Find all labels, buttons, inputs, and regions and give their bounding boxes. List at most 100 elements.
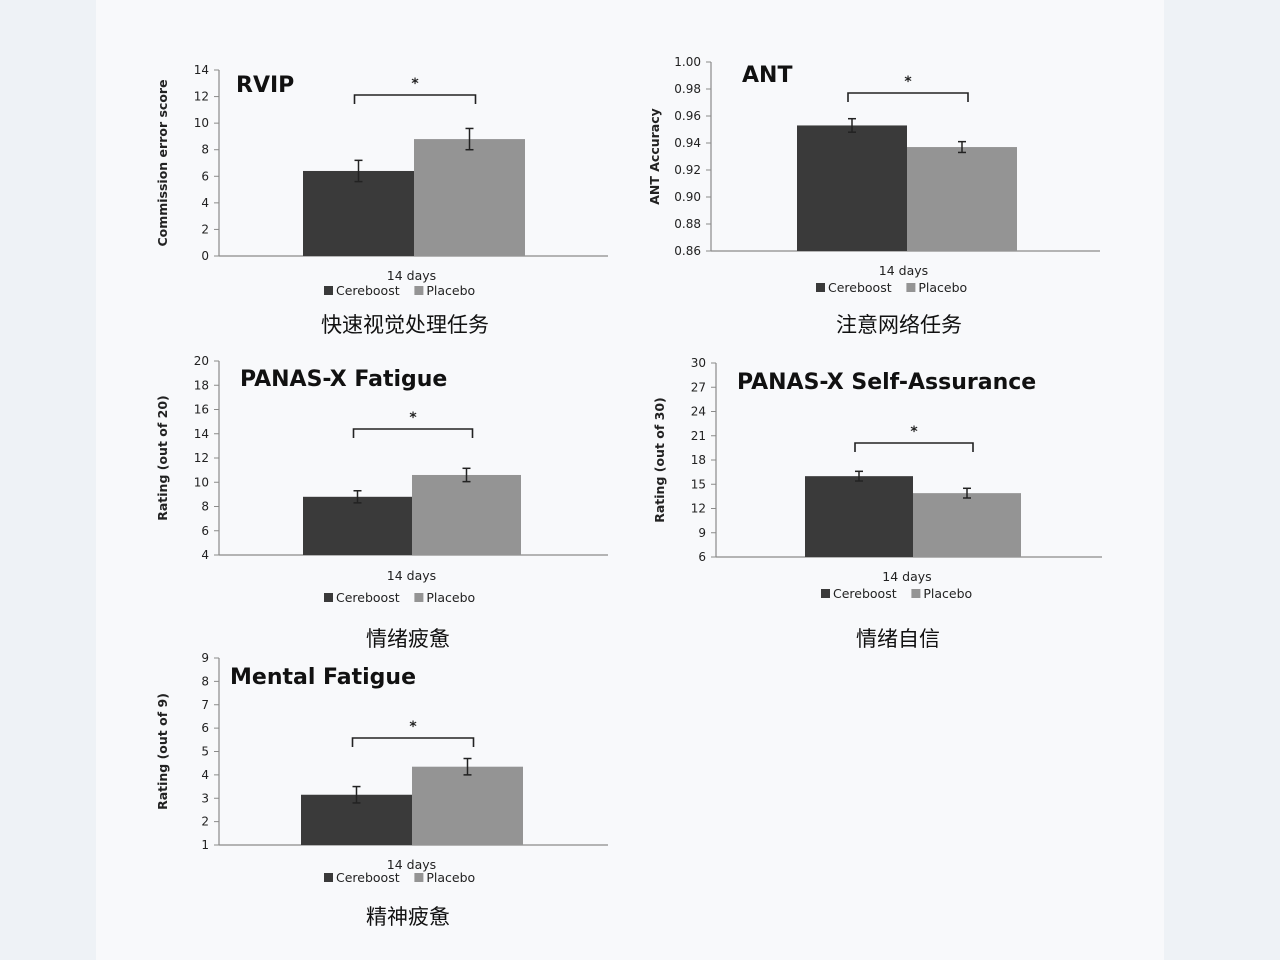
legend-swatch bbox=[324, 593, 333, 602]
y-tick-label: 4 bbox=[201, 196, 209, 210]
y-tick-label: 0.94 bbox=[674, 136, 701, 150]
y-tick-label: 18 bbox=[691, 453, 706, 467]
y-axis-label: Commission error score bbox=[155, 79, 170, 246]
bar-cereboost bbox=[805, 476, 913, 557]
legend-label: Cereboost bbox=[833, 586, 897, 601]
y-axis-label: ANT Accuracy bbox=[647, 108, 662, 205]
y-tick-label: 2 bbox=[201, 815, 209, 829]
bar-placebo bbox=[907, 147, 1017, 251]
significance-star: * bbox=[904, 74, 912, 90]
x-tick-label: 14 days bbox=[387, 568, 436, 583]
y-tick-label: 0.92 bbox=[674, 163, 701, 177]
legend-label: Placebo bbox=[426, 590, 475, 605]
bar-cereboost bbox=[303, 170, 414, 256]
bar-placebo bbox=[412, 766, 523, 845]
y-tick-label: 8 bbox=[201, 143, 209, 157]
legend-swatch bbox=[414, 286, 424, 295]
significance-bracket bbox=[352, 428, 474, 438]
legend-label: Placebo bbox=[426, 283, 475, 298]
significance-star: * bbox=[411, 76, 419, 92]
chart-title: ANT bbox=[742, 63, 792, 88]
legend-swatch bbox=[324, 873, 333, 882]
legend-label: Placebo bbox=[426, 870, 475, 885]
chart-svg: 0.86 0.88 0.90 0.92 0.94 0.96 0.98 1.00 ANT Accu… bbox=[647, 55, 1100, 295]
y-tick-label: 4 bbox=[201, 768, 209, 782]
chart-title: PANAS-X Self-Assurance bbox=[737, 370, 1036, 395]
bar-placebo bbox=[913, 493, 1021, 557]
bar-placebo bbox=[414, 139, 525, 256]
y-tick-label: 12 bbox=[194, 90, 209, 104]
legend-swatch bbox=[414, 593, 424, 602]
x-tick-label: 14 days bbox=[879, 263, 928, 278]
legend-label: Placebo bbox=[918, 280, 967, 295]
caption-ant: 注意网络任务 bbox=[836, 313, 962, 337]
chart-title: RVIP bbox=[236, 73, 294, 98]
caption-panas-self-assurance: 情绪自信 bbox=[856, 627, 940, 651]
x-tick-label: 14 days bbox=[882, 569, 931, 584]
legend-swatch bbox=[911, 589, 921, 598]
y-tick-label: 30 bbox=[691, 356, 706, 370]
y-tick-label: 1 bbox=[201, 838, 209, 852]
chart-mental-fatigue: 1 2 3 4 5 6 7 8 9 Rating (out of 9) Mental Fatigue… bbox=[144, 638, 618, 894]
chart-title: PANAS-X Fatigue bbox=[240, 367, 447, 392]
y-tick-label: 15 bbox=[691, 477, 706, 491]
y-tick-label: 0.98 bbox=[674, 82, 701, 96]
bar-cereboost bbox=[797, 125, 907, 251]
chart-svg: 1 2 3 4 5 6 7 8 9 Rating (out of 9) Mental Fatigue… bbox=[155, 651, 608, 885]
y-tick-label: 6 bbox=[698, 550, 706, 564]
legend-swatch bbox=[324, 286, 333, 295]
y-tick-label: 27 bbox=[691, 380, 706, 394]
figure-stage: 0 2 4 6 8 10 12 14 Commission error score RVIP * 14… bbox=[96, 0, 1164, 960]
y-tick-label: 10 bbox=[194, 475, 209, 489]
caption-mental-fatigue: 精神疲惫 bbox=[366, 905, 450, 929]
chart-title: Mental Fatigue bbox=[230, 665, 416, 690]
x-tick-label: 14 days bbox=[387, 268, 436, 283]
y-tick-label: 0.88 bbox=[674, 217, 701, 231]
y-tick-label: 8 bbox=[201, 674, 209, 688]
legend-label: Placebo bbox=[923, 586, 972, 601]
y-tick-label: 9 bbox=[698, 526, 706, 540]
legend-label: Cereboost bbox=[336, 870, 400, 885]
y-tick-label: 3 bbox=[201, 791, 209, 805]
legend-swatch bbox=[414, 873, 424, 882]
chart-svg: 4 6 8 10 12 14 16 18 20 Rating (out of 20) PANAS-X… bbox=[155, 354, 608, 605]
y-tick-label: 12 bbox=[194, 451, 209, 465]
y-tick-label: 0.96 bbox=[674, 109, 701, 123]
legend-swatch bbox=[816, 283, 825, 292]
legend-label: Cereboost bbox=[336, 283, 400, 298]
y-tick-label: 24 bbox=[691, 405, 706, 419]
chart-panas-self-assurance: 6 9 12 15 18 21 24 27 30 Rating (out of 30) PANAS-… bbox=[641, 343, 1112, 610]
significance-bracket bbox=[854, 442, 974, 452]
y-tick-label: 0.86 bbox=[674, 244, 701, 258]
caption-panas-fatigue: 情绪疲惫 bbox=[366, 627, 450, 651]
y-tick-label: 12 bbox=[691, 502, 706, 516]
y-tick-label: 1.00 bbox=[674, 55, 701, 69]
y-tick-label: 2 bbox=[201, 222, 209, 236]
y-tick-label: 14 bbox=[194, 427, 209, 441]
y-tick-label: 10 bbox=[194, 116, 209, 130]
y-axis-label: Rating (out of 20) bbox=[155, 395, 170, 521]
y-tick-label: 18 bbox=[194, 378, 209, 392]
legend-swatch bbox=[906, 283, 916, 292]
legend-swatch bbox=[821, 589, 830, 598]
significance-bracket bbox=[847, 92, 969, 102]
y-tick-label: 8 bbox=[201, 500, 209, 514]
y-tick-label: 6 bbox=[201, 169, 209, 183]
x-tick-label: 14 days bbox=[387, 857, 436, 872]
y-tick-label: 0.90 bbox=[674, 190, 701, 204]
legend-label: Cereboost bbox=[336, 590, 400, 605]
chart-svg: 0 2 4 6 8 10 12 14 Commission error score RVIP * 14… bbox=[155, 63, 608, 298]
significance-bracket bbox=[353, 94, 477, 104]
legend-label: Cereboost bbox=[828, 280, 892, 295]
significance-star: * bbox=[910, 424, 918, 440]
y-tick-label: 6 bbox=[201, 721, 209, 735]
bar-placebo bbox=[412, 474, 521, 555]
y-tick-label: 5 bbox=[201, 745, 209, 759]
chart-rvip: 0 2 4 6 8 10 12 14 Commission error score RVIP * 14… bbox=[144, 50, 618, 307]
caption-rvip: 快速视觉处理任务 bbox=[321, 313, 489, 337]
y-tick-label: 7 bbox=[201, 698, 209, 712]
y-tick-label: 6 bbox=[201, 524, 209, 538]
chart-panas-fatigue: 4 6 8 10 12 14 16 18 20 Rating (out of 20) PANAS-X… bbox=[144, 341, 618, 614]
chart-ant: 0.86 0.88 0.90 0.92 0.94 0.96 0.98 1.00 ANT Accu… bbox=[636, 42, 1110, 304]
y-tick-label: 4 bbox=[201, 548, 209, 562]
